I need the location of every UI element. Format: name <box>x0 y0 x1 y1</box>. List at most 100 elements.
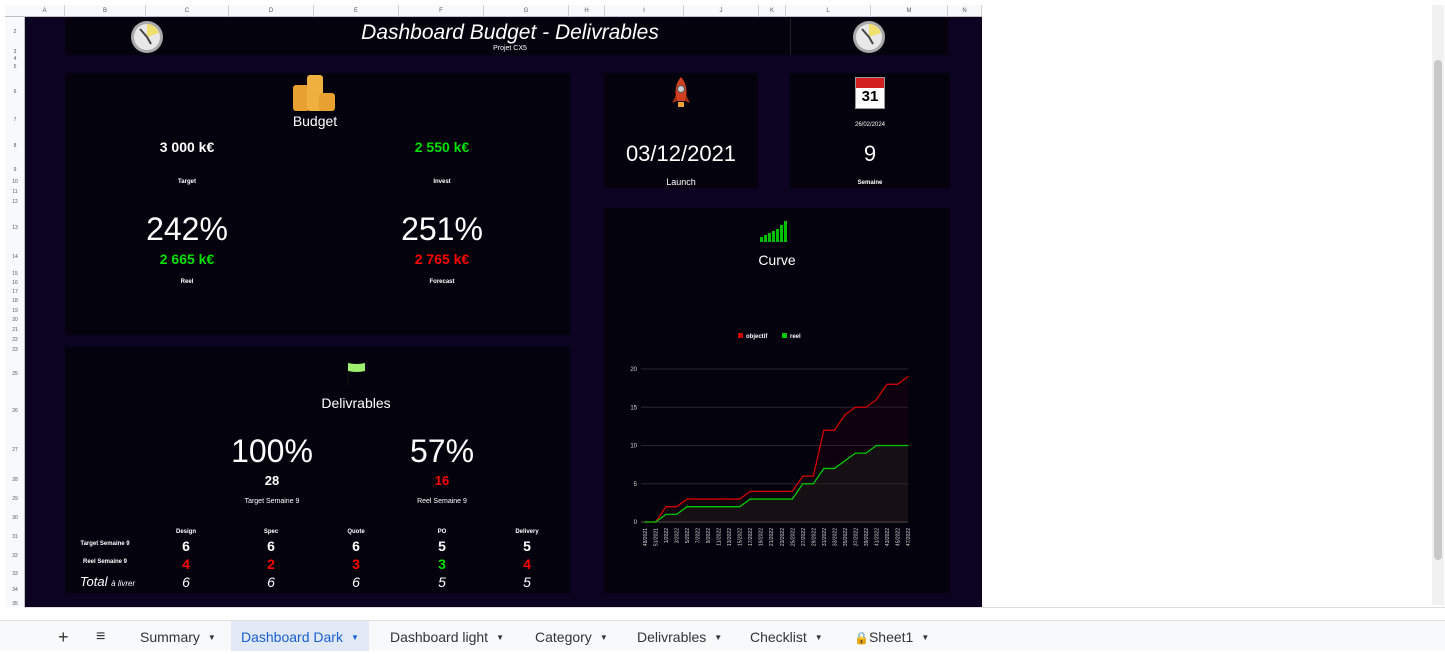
row-header[interactable]: 8 <box>13 143 17 149</box>
row-header[interactable]: 31 <box>12 534 18 540</box>
legend-label: reel <box>790 334 801 340</box>
row-header[interactable]: 15 <box>12 271 18 277</box>
dropdown-arrow-icon[interactable]: ▼ <box>350 633 359 643</box>
x-tick-label: 39/2022 <box>864 528 870 546</box>
row-header[interactable]: 28 <box>12 477 18 483</box>
row-header[interactable]: 19 <box>12 308 18 314</box>
sheet-tab[interactable]: Delivrables ▼ <box>627 621 732 651</box>
row-header[interactable]: 30 <box>12 515 18 521</box>
row-header[interactable]: 23 <box>12 347 18 353</box>
all-sheets-menu-icon[interactable]: ≡ <box>96 628 106 645</box>
column-header[interactable]: L <box>786 5 871 17</box>
column-header[interactable]: H <box>569 5 605 17</box>
column-header[interactable]: A <box>25 5 65 17</box>
column-header[interactable]: I <box>605 5 684 17</box>
dropdown-arrow-icon[interactable]: ▼ <box>814 633 823 643</box>
row-header[interactable]: 6 <box>13 89 17 95</box>
deliverables-target-label: Target Semaine 9 <box>244 498 300 505</box>
row-header[interactable]: 11 <box>12 189 18 195</box>
sheet-tab[interactable]: Checklist ▼ <box>740 621 833 651</box>
row-header[interactable]: 22 <box>12 337 18 343</box>
add-sheet-button[interactable]: + <box>58 627 69 647</box>
title-panel: Dashboard Budget - Delivrables Projet CX… <box>65 18 948 55</box>
reel-point <box>865 452 867 454</box>
row-header[interactable]: 14 <box>12 254 18 260</box>
column-header[interactable]: C <box>146 5 229 17</box>
vertical-scrollbar[interactable] <box>1432 5 1444 605</box>
project-subtitle: Projet CX5 <box>493 45 527 52</box>
row-header[interactable]: 10 <box>12 179 18 185</box>
reel-point <box>896 444 899 447</box>
column-header[interactable]: M <box>871 5 948 17</box>
row-header[interactable]: 17 <box>12 289 18 295</box>
dropdown-arrow-icon[interactable]: ▼ <box>207 633 216 643</box>
horizontal-scrollbar[interactable] <box>25 607 1445 620</box>
row-header[interactable]: 5 <box>13 64 17 70</box>
row-header[interactable]: 13 <box>12 225 18 231</box>
x-tick-label: 48/2021 <box>643 528 649 546</box>
reel-point <box>707 506 709 508</box>
row-header[interactable]: 33 <box>12 571 18 577</box>
dropdown-arrow-icon[interactable]: ▼ <box>599 633 608 643</box>
x-tick-label: 3/2022 <box>675 528 681 544</box>
reel-point <box>697 506 699 508</box>
column-header[interactable]: B <box>65 5 146 17</box>
dropdown-arrow-icon[interactable]: ▼ <box>921 633 930 643</box>
row-header[interactable]: 7 <box>13 117 17 123</box>
reel-point <box>833 467 835 470</box>
x-tick-label: 19/2022 <box>759 528 765 546</box>
curve-chart: 0 5 10 15 20 48/2021 51/2021 1/2022 3/2022 5/2022… <box>630 333 912 546</box>
sheet-tab[interactable]: Dashboard light ▼ <box>380 621 514 651</box>
column-header[interactable]: G <box>484 5 569 17</box>
column-header[interactable]: N <box>948 5 982 17</box>
row-header[interactable]: 18 <box>12 298 18 304</box>
row-header[interactable]: 12 <box>12 199 18 205</box>
deliverables-target-count: 28 <box>264 473 280 488</box>
deliverables-reel-count: 16 <box>434 473 450 488</box>
row-header[interactable]: 25 <box>12 371 18 377</box>
column-header[interactable]: J <box>684 5 759 17</box>
row-header[interactable]: 16 <box>12 280 18 286</box>
column-header[interactable]: F <box>399 5 484 17</box>
column-header[interactable]: K <box>759 5 786 17</box>
sheet-tab[interactable]: Dashboard Dark ▼ <box>231 621 369 651</box>
dropdown-arrow-icon[interactable]: ▼ <box>496 633 504 643</box>
budget-invest-label: Invest <box>433 179 451 185</box>
target-cell: 6 <box>352 538 360 554</box>
row-header[interactable]: 9 <box>13 167 17 173</box>
row-header[interactable]: 3 <box>13 49 17 55</box>
budget-reel-percent: 242% <box>146 211 228 247</box>
x-tick-label: 51/2021 <box>654 528 660 546</box>
row-header[interactable]: 26 <box>12 408 18 414</box>
sheet-tab[interactable]: 🔒Sheet1 ▼ <box>844 621 939 651</box>
column-header[interactable]: D <box>229 5 314 17</box>
row-header[interactable]: 2 <box>13 29 17 35</box>
row-header[interactable]: 20 <box>12 317 18 323</box>
row-header[interactable]: 29 <box>12 496 18 502</box>
row-header[interactable]: 32 <box>12 553 18 559</box>
x-tick-label: 11/2022 <box>717 528 723 546</box>
objectif-area <box>645 376 908 522</box>
total-sublabel: à livrer <box>111 579 136 588</box>
total-cell: 6 <box>182 574 190 590</box>
table-column-header: Spec <box>263 529 279 535</box>
dropdown-arrow-icon[interactable]: ▼ <box>714 633 723 643</box>
row-header[interactable]: 4 <box>13 56 17 62</box>
row-header[interactable]: 34 <box>12 587 18 593</box>
column-header[interactable]: E <box>314 5 399 17</box>
objectif-point <box>907 376 909 378</box>
sheet-tab-label: Checklist <box>750 629 807 645</box>
sheet-tab[interactable]: Category ▼ <box>525 621 618 651</box>
launch-date: 03/12/2021 <box>625 141 737 166</box>
sheet-tab[interactable]: Summary ▼ <box>130 621 226 651</box>
row-header[interactable]: 27 <box>12 447 18 453</box>
row-header[interactable]: 21 <box>12 327 18 333</box>
x-tick-label: 5/2022 <box>685 528 691 544</box>
objectif-point <box>823 429 825 431</box>
row-header[interactable]: 35 <box>12 601 18 607</box>
target-cell: 5 <box>438 538 446 554</box>
dashboard-sheet[interactable]: Dashboard Budget - Delivrables Projet CX… <box>25 17 982 607</box>
reel-line <box>645 444 908 523</box>
target-cell: 6 <box>267 538 275 554</box>
reel-point <box>844 460 846 462</box>
